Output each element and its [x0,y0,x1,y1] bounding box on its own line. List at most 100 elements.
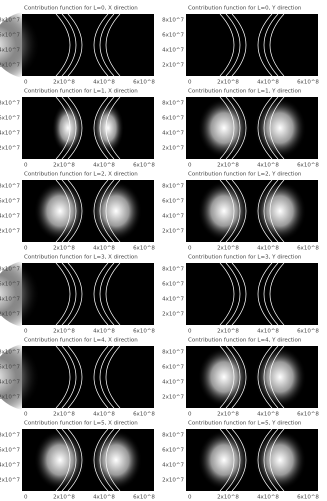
x-tick-label: 2x10^8 [53,412,75,418]
y-tick-label: 8x10^7 [0,184,20,190]
x-tick-label: 2x10^8 [217,495,239,501]
contour [231,345,247,409]
y-tick-label: 8x10^7 [162,101,184,107]
contour [55,13,71,77]
contour [219,262,235,326]
panel-title: Contribution function for L=0, X directi… [24,6,138,12]
x-tick-label: 6x10^8 [297,495,319,501]
contour [61,179,77,243]
x-tick-label: 0 [188,246,192,252]
contour [93,96,109,160]
contour [105,179,121,243]
contour [219,13,235,77]
contour [231,13,247,77]
y-tick-label: 6x10^7 [162,33,184,39]
panel: Contribution function for L=4, Y directi… [162,338,319,418]
x-tick-label: 0 [24,495,28,501]
y-tick-label: 4x10^7 [0,214,20,220]
x-tick-label: 4x10^8 [93,163,115,169]
contour [99,345,115,409]
x-tick-label: 4x10^8 [257,80,279,86]
y-tick-label: 4x10^7 [0,297,20,303]
y-tick-label: 2x10^7 [162,312,184,318]
y-tick-label: 6x10^7 [0,365,20,371]
y-tick-label: 6x10^7 [162,448,184,454]
contour [219,96,235,160]
contour [219,179,235,243]
contour [219,428,235,492]
x-tick-label: 4x10^8 [257,412,279,418]
x-tick-label: 2x10^8 [53,246,75,252]
contour [225,345,241,409]
y-tick-label: 8x10^7 [162,267,184,273]
panel: Contribution function for L=5, Y directi… [162,421,319,501]
contour [257,179,273,243]
glow [254,181,306,241]
panel-title: Contribution function for L=2, Y directi… [188,172,302,178]
contour [55,428,71,492]
contour [257,262,273,326]
contour [67,345,83,409]
y-tick-label: 8x10^7 [0,267,20,273]
glow [198,98,250,158]
y-tick-label: 2x10^7 [0,229,20,235]
panel: Contribution function for L=4, X directi… [0,338,155,418]
y-tick-label: 2x10^7 [0,312,20,318]
x-tick-label: 6x10^8 [297,80,319,86]
x-tick-label: 6x10^8 [133,495,155,501]
y-tick-label: 2x10^7 [0,146,20,152]
x-tick-label: 6x10^8 [133,412,155,418]
contour [263,428,279,492]
y-tick-label: 4x10^7 [162,380,184,386]
contour [99,262,115,326]
x-tick-label: 2x10^8 [217,246,239,252]
glow [0,343,72,411]
contour [93,428,109,492]
contour [105,96,121,160]
y-tick-label: 6x10^7 [162,365,184,371]
y-tick-label: 8x10^7 [0,18,20,24]
panel: Contribution function for L=1, Y directi… [162,89,319,169]
y-tick-label: 6x10^7 [162,199,184,205]
contour [93,179,109,243]
x-tick-label: 0 [188,495,192,501]
contour [225,262,241,326]
contour [99,96,115,160]
glow [92,102,124,154]
x-tick-label: 6x10^8 [133,329,155,335]
contour [61,428,77,492]
y-tick-label: 4x10^7 [162,463,184,469]
contour [105,262,121,326]
y-tick-label: 8x10^7 [162,350,184,356]
contour [269,96,285,160]
y-tick-label: 8x10^7 [0,101,20,107]
x-tick-label: 0 [24,329,28,335]
contour [225,179,241,243]
x-tick-label: 4x10^8 [257,163,279,169]
plot-area [186,263,318,325]
panel: Contribution function for L=0, X directi… [0,6,155,86]
panel-title: Contribution function for L=5, X directi… [24,421,138,427]
x-tick-label: 6x10^8 [297,412,319,418]
contour [269,262,285,326]
contour [93,13,109,77]
contour [231,96,247,160]
contour [225,428,241,492]
glow [52,102,84,154]
contour [61,345,77,409]
panel-title: Contribution function for L=4, X directi… [24,338,138,344]
y-tick-label: 2x10^7 [0,478,20,484]
glow [254,430,306,490]
contour [105,428,121,492]
y-tick-label: 4x10^7 [0,380,20,386]
glow [0,260,72,328]
x-tick-label: 0 [188,80,192,86]
panel-title: Contribution function for L=2, X directi… [24,172,138,178]
y-tick-label: 4x10^7 [0,48,20,54]
y-tick-label: 6x10^7 [0,282,20,288]
y-tick-label: 2x10^7 [162,478,184,484]
y-tick-label: 8x10^7 [162,184,184,190]
x-tick-label: 4x10^8 [257,495,279,501]
contour [225,13,241,77]
